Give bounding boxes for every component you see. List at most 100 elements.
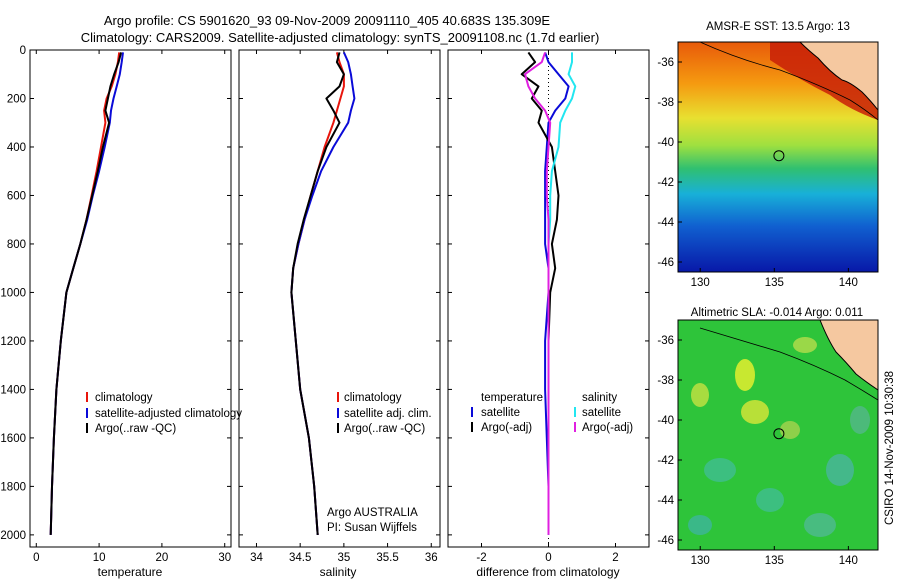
x-tick-label: 35 <box>337 552 350 564</box>
legend-label-climatology: climatology <box>344 392 402 404</box>
difference-xlabel: difference from climatology <box>476 565 619 579</box>
lat-tick-label: -42 <box>657 455 674 467</box>
x-tick-label: -2 <box>476 552 486 564</box>
temperature-panel: 0 200 400 600 800 1000 1200 1400 1600 1800 2000 0 1… <box>0 45 242 579</box>
temperature-ticks: 0 10 20 30 <box>33 50 231 564</box>
argo-location-marker <box>773 150 785 162</box>
depth-tick-label: 1200 <box>0 336 26 348</box>
difference-ticks: -2 0 2 <box>476 50 619 564</box>
plot-frame <box>238 49 441 548</box>
salinity-ticks: 34 34.5 35 35.5 36 <box>250 50 438 564</box>
shelf-contour <box>699 327 878 401</box>
side-timestamp: CSIRO 14-Nov-2009 10:30:38 <box>884 371 896 525</box>
lat-tick-label: -36 <box>657 335 674 347</box>
x-tick-label: 35.5 <box>376 552 398 564</box>
x-tick-label: 34.5 <box>289 552 311 564</box>
salinity-xlabel: salinity <box>320 565 357 579</box>
x-tick-label: 0 <box>545 552 551 564</box>
x-tick-label: 34 <box>250 552 263 564</box>
depth-tick-label: 1000 <box>0 287 26 299</box>
depth-tick-label: 1800 <box>0 481 26 493</box>
depth-tick-label: 400 <box>7 142 26 154</box>
depth-ticks <box>448 49 649 536</box>
lon-tick-label: 130 <box>691 555 710 567</box>
x-tick-label: 30 <box>218 552 231 564</box>
lon-tick-label: 140 <box>839 277 858 289</box>
salinity-profiles <box>290 51 356 535</box>
lat-tick-label: -40 <box>657 137 674 149</box>
x-tick-label: 0 <box>33 552 39 564</box>
legend-label-temp-satellite: satellite <box>481 407 520 419</box>
temperature-profiles <box>49 52 124 535</box>
series-line-3 <box>524 52 552 535</box>
depth-ticks <box>239 49 440 536</box>
series-line-0 <box>544 52 570 535</box>
depth-tick-label: 600 <box>7 190 26 202</box>
temperature-legend: climatology satellite-adjusted climatolo… <box>86 392 242 435</box>
depth-tick-label: 1400 <box>0 384 26 396</box>
legend-heading-temperature: temperature <box>481 392 543 404</box>
lat-tick-label: -44 <box>657 495 674 507</box>
lat-tick-label: -46 <box>657 535 674 547</box>
lat-tick-label: -38 <box>657 375 674 387</box>
figure-title-line1: Argo profile: CS 5901620_93 09-Nov-2009 … <box>104 13 551 28</box>
depth-ticks: 0 200 400 600 800 1000 1200 1400 1600 1800 2000 <box>0 45 231 542</box>
plot-frame <box>29 49 232 548</box>
map-frame <box>677 41 879 273</box>
land-mass <box>819 320 878 391</box>
lat-tick-label: -40 <box>657 415 674 427</box>
land-mass <box>799 42 878 111</box>
legend-label-sal-satellite: satellite <box>582 407 621 419</box>
lon-ticks: 130 135 140 <box>691 546 858 567</box>
lat-tick-label: -44 <box>657 217 674 229</box>
series-line-1 <box>520 51 560 535</box>
annotation-line1: Argo AUSTRALIA <box>327 507 418 519</box>
sla-anomaly-blobs <box>688 337 870 537</box>
sst-map: AMSR-E SST: 13.5 Argo: 13 130 135 140 -36 -… <box>657 21 879 289</box>
sla-map-title: Altimetric SLA: -0.014 Argo: 0.011 <box>691 307 863 319</box>
lat-ticks: -36 -38 -40 -42 -44 -46 <box>657 335 682 547</box>
x-tick-label: 36 <box>425 552 438 564</box>
x-tick-label: 20 <box>156 552 169 564</box>
difference-profiles <box>520 51 577 535</box>
legend-label-argo: Argo(..raw -QC) <box>344 423 425 435</box>
lat-tick-label: -42 <box>657 177 674 189</box>
salinity-panel: 34 34.5 35 35.5 36 salinity climatology sate… <box>238 49 441 579</box>
series-line-0 <box>290 52 345 535</box>
lat-tick-label: -36 <box>657 57 674 69</box>
sst-map-title: AMSR-E SST: 13.5 Argo: 13 <box>706 21 850 33</box>
legend-label-satellite: satellite-adjusted climatology <box>95 408 242 420</box>
depth-tick-label: 200 <box>7 93 26 105</box>
lon-tick-label: 135 <box>765 277 784 289</box>
series-line-1 <box>290 51 356 535</box>
sla-map: Altimetric SLA: -0.014 Argo: 0.011 130 13… <box>657 307 879 567</box>
series-line-2 <box>547 52 577 535</box>
series-line-2 <box>290 52 345 535</box>
difference-panel: -2 0 2 difference from climatology tempera… <box>447 49 650 579</box>
figure-title-line2: Climatology: CARS2009. Satellite-adjuste… <box>81 30 600 45</box>
argo-location-marker <box>773 428 785 440</box>
lat-tick-label: -46 <box>657 257 674 269</box>
depth-tick-label: 800 <box>7 239 26 251</box>
difference-legend: temperature satellite Argo(-adj) salinit… <box>471 392 633 434</box>
series-line-2 <box>49 52 123 535</box>
legend-label-sal-argo: Argo(-adj) <box>582 422 633 434</box>
legend-label-argo: Argo(..raw -QC) <box>95 423 176 435</box>
lon-tick-label: 135 <box>765 555 784 567</box>
legend-heading-salinity: salinity <box>582 392 617 404</box>
shelf-contour <box>699 42 878 121</box>
lon-tick-label: 130 <box>691 277 710 289</box>
depth-tick-label: 1600 <box>0 433 26 445</box>
x-tick-label: 2 <box>612 552 618 564</box>
series-line-1 <box>49 52 124 535</box>
map-frame <box>677 319 879 551</box>
lat-ticks: -36 -38 -40 -42 -44 -46 <box>657 57 682 269</box>
depth-tick-label: 2000 <box>0 530 26 542</box>
legend-label-temp-argo: Argo(-adj) <box>481 422 532 434</box>
x-tick-label: 10 <box>93 552 106 564</box>
temperature-xlabel: temperature <box>98 565 163 579</box>
lon-tick-label: 140 <box>839 555 858 567</box>
annotation-line2: PI: Susan Wijffels <box>327 522 417 534</box>
legend-label-climatology: climatology <box>95 392 153 404</box>
